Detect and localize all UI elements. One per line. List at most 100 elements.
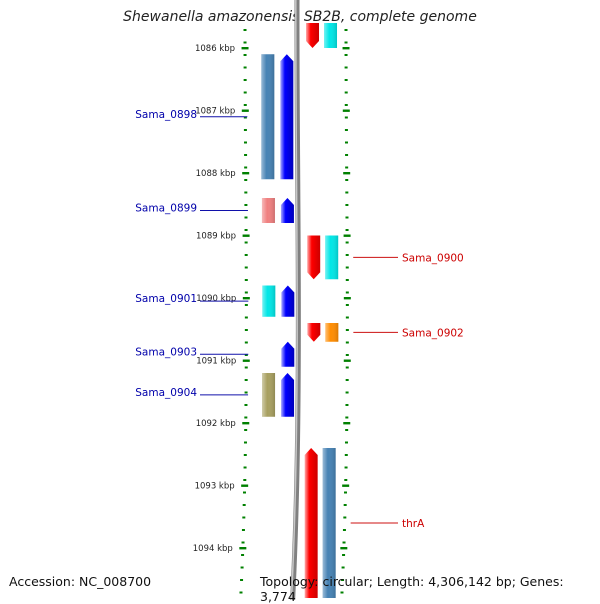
minor-tick-left [243, 54, 247, 56]
minor-tick-right [344, 104, 348, 106]
minor-tick-left [244, 416, 248, 419]
major-tick-left [242, 172, 250, 175]
minor-tick-left [244, 366, 248, 369]
minor-tick-left [243, 79, 247, 81]
minor-tick-right [342, 554, 346, 556]
minor-tick-left [244, 254, 248, 256]
minor-tick-left [244, 429, 248, 431]
gene-arrow [281, 341, 295, 367]
minor-tick-left [243, 116, 247, 119]
major-tick-right [343, 359, 351, 362]
gene-label: Sama_0898 [135, 109, 197, 121]
gene-feature [261, 198, 294, 223]
minor-tick-left [243, 91, 247, 94]
minor-tick-right [341, 566, 345, 569]
scale-label: 1092 kbp [196, 419, 236, 429]
minor-tick-left [244, 179, 248, 181]
minor-tick-right [345, 291, 349, 294]
gene-category-shine [262, 285, 276, 317]
major-tick-right [342, 47, 350, 50]
minor-tick-right [344, 79, 348, 81]
minor-tick-left [243, 41, 247, 44]
gene-feature [307, 235, 339, 280]
major-tick-right [343, 234, 351, 237]
minor-tick-right [345, 329, 349, 331]
gene-label: thrA [402, 518, 425, 530]
minor-tick-left [244, 241, 248, 244]
major-tick-right [343, 297, 351, 300]
gene-layer [261, 23, 339, 598]
minor-tick-left [243, 466, 247, 469]
gene-category-shine [261, 198, 275, 223]
minor-tick-right [345, 391, 349, 394]
backbone-layer [290, 0, 301, 600]
major-tick-left [241, 484, 249, 487]
gene-feature [304, 448, 336, 598]
minor-tick-left [244, 216, 248, 219]
minor-tick-left [243, 129, 247, 131]
genome-backbone-highlight [290, 0, 298, 600]
minor-tick-right [345, 341, 349, 344]
scale-label: 1091 kbp [196, 357, 236, 367]
gene-arrow [281, 285, 295, 317]
major-tick-left [242, 422, 250, 425]
minor-tick-right [345, 304, 349, 306]
minor-tick-left [243, 454, 247, 456]
minor-tick-right [345, 254, 349, 256]
gene-category-shine [324, 23, 338, 48]
gene-feature [307, 323, 339, 342]
major-tick-right [343, 172, 351, 175]
minor-tick-left [241, 529, 245, 531]
minor-tick-left [244, 204, 248, 206]
label-layer: Sama_0898 Sama_0899 Sama_0900 Sama_0901 Sama… [135, 109, 463, 530]
minor-tick-left [244, 266, 248, 269]
minor-tick-left [244, 316, 248, 319]
gene-arrow [280, 198, 294, 223]
scale-label: 1094 kbp [193, 544, 233, 554]
minor-tick-left [243, 141, 247, 144]
gene-feature [281, 341, 295, 367]
gene-arrow [304, 448, 318, 598]
major-tick-right [343, 422, 351, 425]
minor-tick-left [243, 441, 247, 444]
tick-layer: 1086 kbp 1087 kbp 1088 kbp 1089 kbp 1090 kbp… [193, 29, 351, 594]
minor-tick-left [240, 579, 244, 581]
scale-label: 1086 kbp [195, 44, 235, 54]
minor-tick-right [343, 516, 347, 519]
gene-arrow [307, 323, 321, 342]
gene-label: Sama_0904 [135, 387, 197, 399]
minor-tick-right [345, 429, 349, 431]
scale-label: 1087 kbp [195, 107, 235, 117]
gene-label: Sama_0900 [402, 252, 464, 264]
minor-tick-right [345, 316, 349, 319]
minor-tick-right [345, 166, 349, 169]
minor-tick-left [244, 229, 248, 231]
major-tick-right [342, 109, 350, 112]
genome-backbone [290, 0, 301, 600]
minor-tick-left [243, 479, 247, 481]
minor-tick-right [345, 216, 349, 219]
minor-tick-right [343, 491, 347, 494]
minor-tick-left [239, 591, 243, 594]
minor-tick-left [242, 491, 246, 494]
gene-feature [262, 285, 295, 317]
gene-arrow [280, 54, 294, 180]
minor-tick-right [340, 591, 344, 594]
gene-feature [306, 23, 338, 48]
minor-tick-left [244, 379, 248, 381]
minor-tick-left [244, 279, 248, 281]
minor-tick-right [345, 266, 349, 269]
gene-feature [261, 54, 294, 180]
minor-tick-right [345, 354, 349, 356]
minor-tick-left [243, 104, 247, 106]
minor-tick-right [344, 479, 348, 481]
scale-label: 1093 kbp [195, 482, 235, 492]
minor-tick-left [244, 291, 248, 294]
major-tick-left [242, 297, 250, 300]
minor-tick-right [344, 66, 348, 69]
minor-tick-left [242, 516, 246, 519]
gene-arrow [281, 373, 295, 417]
minor-tick-right [344, 29, 348, 31]
minor-tick-left [244, 354, 248, 356]
